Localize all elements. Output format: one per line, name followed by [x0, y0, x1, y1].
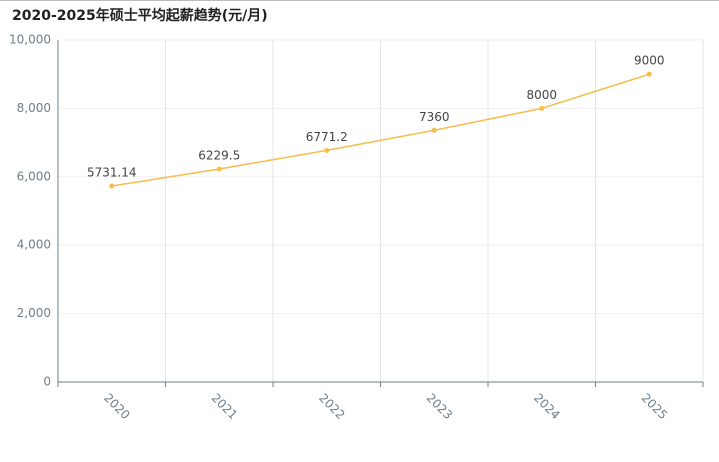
y-tick-label: 10,000 — [9, 33, 51, 47]
y-tick-label: 0 — [43, 375, 51, 389]
chart-title: 2020-2025年硕士平均起薪趋势(元/月) — [12, 7, 268, 24]
point — [431, 127, 437, 133]
x-tick-label: 2023 — [424, 391, 455, 422]
x-tick-label: 2022 — [316, 391, 347, 422]
point — [109, 183, 115, 189]
y-tick-label: 6,000 — [17, 169, 51, 183]
x-tick-label: 2024 — [531, 391, 562, 422]
point — [324, 147, 330, 153]
y-tick-label: 2,000 — [17, 306, 51, 320]
value-label: 5731.14 — [87, 165, 137, 179]
x-tick-label: 2020 — [101, 391, 132, 422]
value-label: 7360 — [419, 110, 450, 124]
value-label: 6771.2 — [306, 130, 348, 144]
value-label: 9000 — [634, 54, 665, 68]
value-label: 6229.5 — [198, 148, 240, 162]
point — [539, 105, 545, 111]
x-tick-label: 2021 — [209, 391, 240, 422]
line — [111, 73, 650, 187]
point — [646, 71, 652, 77]
value-label: 8000 — [526, 88, 557, 102]
point — [216, 166, 222, 172]
x-tick-label: 2025 — [639, 391, 670, 422]
y-tick-label: 4,000 — [17, 238, 51, 252]
y-tick-label: 8,000 — [17, 101, 51, 115]
